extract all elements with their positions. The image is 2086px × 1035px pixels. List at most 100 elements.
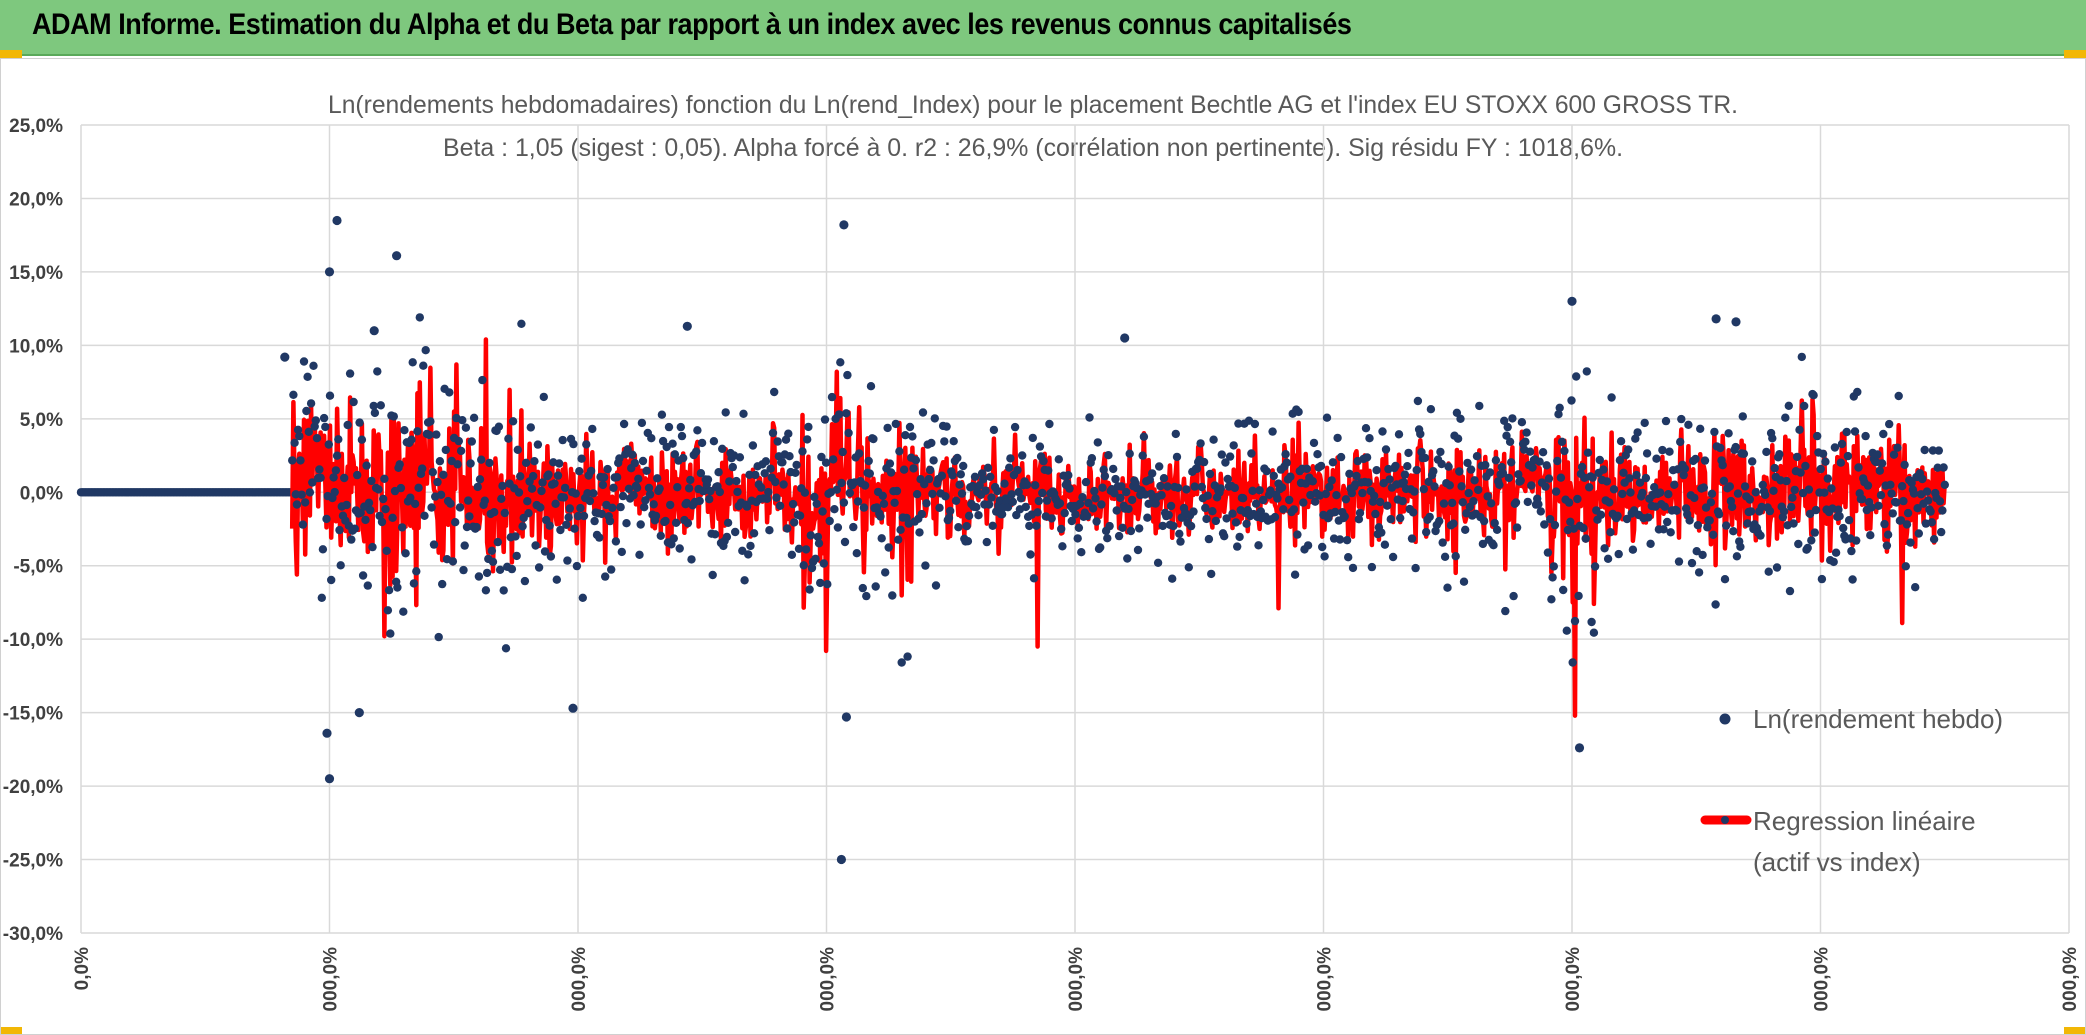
scatter-point [618,491,628,501]
scatter-point [516,472,525,481]
scatter-point [1259,495,1268,505]
scatter-point [1795,425,1804,434]
scatter-point [653,474,662,483]
scatter-point [866,382,876,391]
scatter-point [1067,516,1077,526]
scatter-point [301,498,310,507]
scatter-point [1882,541,1892,550]
scatter-point [1034,496,1044,506]
scatter-point [1090,486,1099,496]
scatter-point [1464,488,1473,498]
scatter-point [1186,521,1196,531]
scatter-point [1138,451,1147,460]
scatter-point [429,540,439,549]
chart-area: Ln(rendements hebdomadaires) fonction du… [0,58,2086,1035]
scatter-point [1877,459,1887,468]
scatter-point [908,432,917,441]
scatter-point [538,478,547,487]
scatter-point [1269,471,1279,481]
scatter-point [552,575,561,584]
scatter-point [1547,595,1556,604]
scatter-point [1091,494,1100,503]
scatter-point [1331,507,1340,517]
scatter-point [1459,577,1469,586]
scatter-point [1332,491,1341,500]
scatter-point [1602,477,1612,486]
scatter-point [1664,490,1673,499]
scatter-point [1388,552,1398,562]
scatter-point [670,450,680,459]
scatter-point [1093,438,1103,447]
scatter-point [1398,496,1407,506]
scatter-point [558,435,567,445]
scatter-point [523,497,532,506]
scatter-point [1566,517,1575,526]
scatter-point [1535,457,1544,466]
scatter-point [1588,473,1597,482]
scatter-point [1685,516,1694,525]
scatter-point [382,546,391,555]
scatter-point [495,565,505,574]
scatter-point [355,418,364,427]
scatter-point [1190,482,1199,491]
scatter-point [1818,449,1828,458]
scatter-point [1472,452,1482,461]
scatter-point [1564,498,1574,507]
scatter-point [1060,508,1069,518]
x-tick-label: 000,0% [321,947,342,1012]
scatter-point [1010,422,1020,432]
scatter-point [1933,463,1942,472]
scatter-point [413,427,422,436]
scatter-point [935,503,944,512]
scatter-point [1596,510,1606,519]
scatter-point [968,481,977,491]
scatter-point [1782,476,1791,486]
scatter-point [1699,483,1709,492]
scatter-point [572,561,582,571]
scatter-point [1000,479,1009,488]
scatter-point [1562,626,1572,635]
scatter-point [497,494,506,503]
scatter-point [1126,526,1136,536]
scatter-point [1005,463,1014,472]
scatter-point [448,557,458,566]
scatter-point [418,464,427,473]
scatter-point [1687,558,1697,568]
scatter-point [1790,485,1799,495]
scatter-point [544,470,553,479]
scatter-point [298,520,308,529]
scatter-point [1336,452,1346,462]
scatter-point [1863,481,1873,490]
scatter-point [1169,521,1178,531]
scatter-point [1347,488,1357,498]
scatter-point [1254,541,1263,550]
scatter-point [1176,537,1185,546]
scatter-point [1707,489,1717,498]
scatter-point [812,499,821,508]
scatter-point [657,410,667,419]
scatter-regression-chart: Ln(rendements hebdomadaires) fonction du… [3,91,2081,1012]
scatter-point [559,493,569,502]
scatter-point [894,535,903,544]
scatter-point [878,491,887,500]
scatter-point [1631,434,1640,443]
scatter-point [1922,487,1932,496]
scatter-point [611,537,621,546]
scatter-point [1242,519,1251,528]
scatter-point [833,523,843,532]
y-tick-label: 20,0% [9,189,63,210]
scatter-point [1691,454,1700,464]
scatter-point [562,520,571,529]
scatter-point [988,521,997,530]
scatter-point [1156,481,1165,491]
scatter-point [903,652,912,661]
scatter-point [740,576,749,585]
scatter-point [1092,517,1101,526]
scatter-point [1703,523,1712,532]
scatter-point [1247,449,1256,458]
scatter-point [539,392,548,402]
scatter-point [1125,449,1134,458]
scatter-point [1889,450,1899,459]
scatter-point [1896,516,1906,525]
scatter-point [951,496,961,505]
